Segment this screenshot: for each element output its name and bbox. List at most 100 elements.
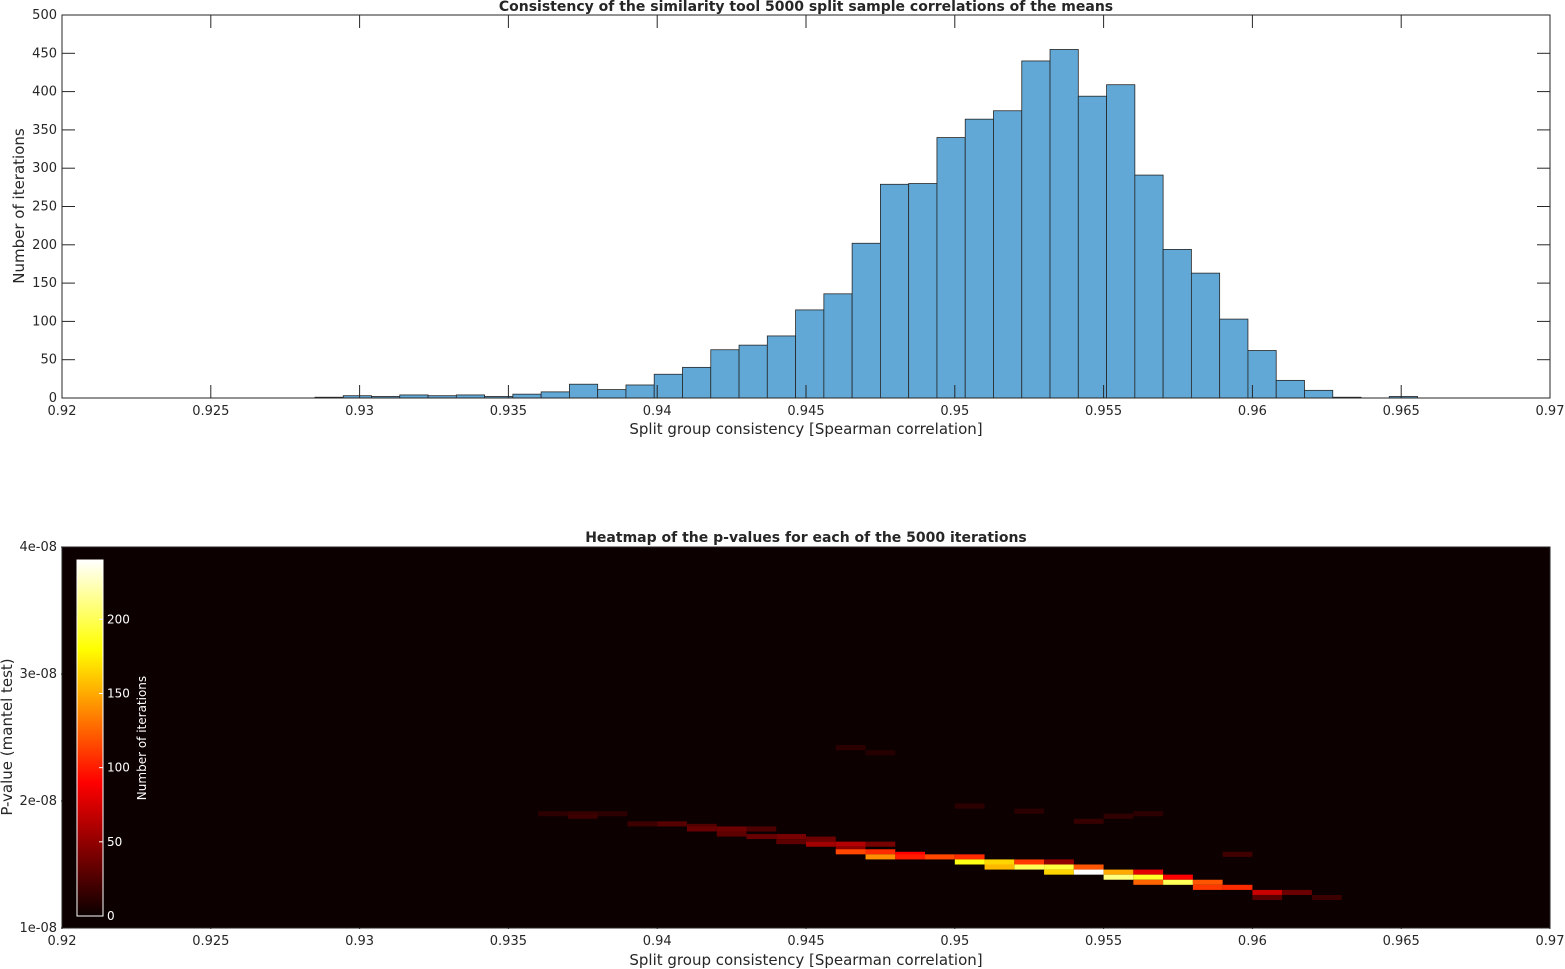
heatmap-cell <box>1282 889 1312 895</box>
heatmap-y-tick-label: 2e-08 <box>19 794 57 809</box>
histogram-bar <box>795 309 825 399</box>
colorbar-label: Number of iterations <box>135 676 149 800</box>
histogram-bar <box>1219 318 1249 399</box>
colorbar-tick-label: 100 <box>107 761 130 775</box>
histogram-y-ticks: 0 50 100 150 200 250 300 350 400 450 500 <box>32 8 1550 406</box>
histogram-y-tick-label: 400 <box>32 85 57 100</box>
heatmap-cell <box>1163 879 1193 885</box>
heatmap-cell <box>1252 894 1283 901</box>
heatmap-cell <box>597 811 628 817</box>
histogram-title: Consistency of the similarity tool 5000 … <box>499 0 1113 15</box>
histogram-x-tick-label: 0.955 <box>1085 404 1122 419</box>
histogram-x-tick-label: 0.92 <box>48 404 77 419</box>
heatmap-cell <box>806 841 836 847</box>
histogram-bar <box>936 137 966 399</box>
histogram-bar <box>597 389 627 399</box>
colorbar-tick-label: 0 <box>107 909 115 923</box>
heatmap-x-tick-label: 0.935 <box>490 934 527 949</box>
heatmap-x-tick-label: 0.925 <box>192 934 229 949</box>
heatmap-cell <box>835 849 866 855</box>
histogram-y-tick-label: 300 <box>32 161 57 176</box>
heatmap-cell <box>1044 859 1074 865</box>
heatmap-cell <box>776 839 806 845</box>
histogram-bar <box>1134 174 1164 399</box>
heatmap-x-tick-label: 0.92 <box>48 934 77 949</box>
heatmap-cell <box>1103 813 1134 819</box>
histogram-bar <box>1049 49 1079 399</box>
heatmap-cell <box>1103 869 1134 875</box>
histogram-y-tick-label: 250 <box>32 200 57 215</box>
histogram-bar <box>1304 389 1334 399</box>
histogram-chart: 0.92 0.925 0.93 0.935 0.94 0.945 0.95 0.955 0.96… <box>10 0 1564 438</box>
heatmap-cell <box>865 750 896 756</box>
heatmap-cell <box>1311 894 1342 901</box>
heatmap-cell <box>1103 874 1134 880</box>
heatmap-x-tick-label: 0.96 <box>1238 934 1267 949</box>
histogram-bar <box>1077 95 1107 399</box>
histogram-bar <box>851 242 881 399</box>
histogram-bar <box>823 293 853 399</box>
heatmap-cell <box>1222 884 1253 890</box>
heatmap-cell <box>746 834 777 840</box>
heatmap-x-tick-label: 0.945 <box>787 934 824 949</box>
histogram-bar <box>766 335 796 399</box>
heatmap-cell <box>657 821 687 827</box>
heatmap-cell <box>954 854 985 860</box>
histogram-y-tick-label: 50 <box>40 353 57 368</box>
heatmap-cell <box>1133 879 1164 885</box>
histogram-bar <box>625 384 655 399</box>
heatmap-cell <box>1014 864 1045 870</box>
heatmap-cell <box>1014 859 1045 865</box>
heatmap-cells <box>538 745 1342 901</box>
heatmap-cell <box>627 821 658 827</box>
heatmap-cell <box>1133 869 1164 875</box>
heatmap-x-tick-label: 0.965 <box>1383 934 1420 949</box>
histogram-y-tick-label: 200 <box>32 238 57 253</box>
histogram-y-tick-label: 450 <box>32 46 57 61</box>
histogram-bar <box>880 183 910 399</box>
histogram-bar <box>1106 84 1136 399</box>
heatmap-cell <box>984 859 1015 865</box>
heatmap-cell <box>776 834 806 840</box>
histogram-bar <box>512 393 542 399</box>
heatmap-title: Heatmap of the p-values for each of the … <box>585 530 1027 546</box>
heatmap-x-tick-label: 0.94 <box>643 934 672 949</box>
histogram-y-tick-label: 150 <box>32 276 57 291</box>
histogram-bar <box>682 366 712 399</box>
heatmap-cell <box>1073 818 1104 824</box>
heatmap-plot-area <box>62 547 1550 928</box>
histogram-bar <box>1190 272 1221 399</box>
histogram-x-tick-label: 0.945 <box>787 404 824 419</box>
heatmap-cell <box>1133 874 1164 880</box>
heatmap-cell <box>806 836 836 842</box>
heatmap-cell <box>954 803 985 809</box>
colorbar-tick-label: 200 <box>107 612 130 626</box>
heatmap-x-tick-label: 0.955 <box>1085 934 1122 949</box>
heatmap-cell <box>865 841 896 847</box>
heatmap-cell <box>1222 851 1253 857</box>
heatmap-cell <box>895 851 926 857</box>
heatmap-x-tick-label: 0.95 <box>940 934 969 949</box>
histogram-bar <box>1275 379 1305 399</box>
colorbar-ticks: 0 50 100 150 200 <box>99 612 130 923</box>
histogram-y-tick-label: 100 <box>32 314 57 329</box>
heatmap-y-axis-label: P-value (mantel test) <box>0 658 16 815</box>
colorbar-tick-label: 150 <box>107 687 130 701</box>
histogram-y-tick-label: 350 <box>32 123 57 138</box>
heatmap-cell <box>716 826 747 832</box>
heatmap-chart: 0.92 0.925 0.93 0.935 0.94 0.945 0.95 0.955 0.96… <box>0 530 1564 969</box>
histogram-x-ticks: 0.92 0.925 0.93 0.935 0.94 0.945 0.95 0.955 0.96… <box>48 15 1564 419</box>
heatmap-cell <box>1163 874 1193 880</box>
histogram-bar <box>569 383 599 399</box>
colorbar-gradient <box>76 559 104 917</box>
heatmap-cell <box>954 859 985 865</box>
heatmap-cell <box>746 826 777 832</box>
histogram-x-tick-label: 0.93 <box>345 404 374 419</box>
heatmap-cell <box>686 826 717 832</box>
histogram-bar <box>908 183 938 399</box>
heatmap-cell <box>1014 808 1045 814</box>
histogram-bar <box>653 373 683 399</box>
heatmap-cell <box>567 811 598 817</box>
heatmap-cell <box>895 854 926 860</box>
heatmap-cell <box>1073 869 1104 875</box>
